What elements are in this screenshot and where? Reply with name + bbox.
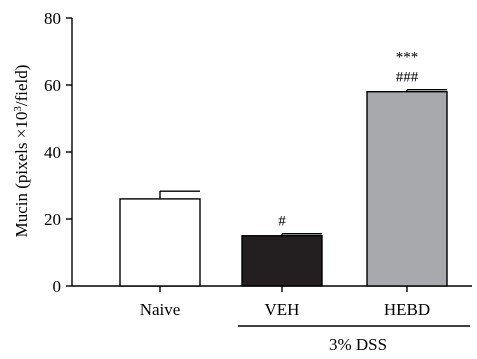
bar-naive (119, 198, 201, 287)
y-tick-label-80: 80 (44, 9, 61, 28)
x-tick-label-naive: Naive (140, 300, 181, 319)
annotation-hebd-1: ### (396, 70, 419, 86)
annotation-hebd-0: *** (396, 50, 419, 66)
annotation-veh-0: # (278, 214, 286, 230)
group-bracket: 3% DSS (238, 325, 470, 354)
bar-veh (241, 235, 323, 287)
x-tick-label-veh: VEH (265, 300, 300, 319)
bars (119, 88, 448, 287)
y-axis: 0 20 40 60 80 (44, 9, 73, 296)
x-tick-label-hebd: HEBD (384, 300, 430, 319)
significance-annotations: ####*** (278, 50, 419, 230)
group-label: 3% DSS (329, 335, 387, 354)
y-tick-label-20: 20 (44, 210, 61, 229)
bar-hebd (366, 90, 448, 287)
y-axis-title: Mucin (pixels ×103/field) (12, 65, 31, 238)
y-tick-label-0: 0 (53, 277, 62, 296)
y-tick-label-60: 60 (44, 76, 61, 95)
x-axis: Naive VEH HEBD (72, 285, 472, 319)
y-tick-label-40: 40 (44, 143, 61, 162)
